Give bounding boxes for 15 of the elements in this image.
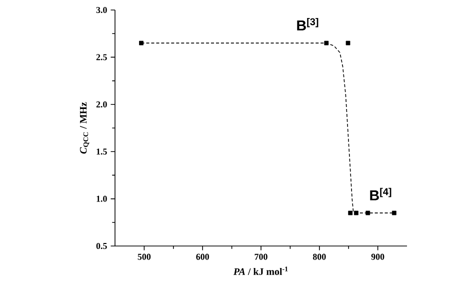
y-tick-label: 1.5 [96,148,107,155]
x-tick-label: 500 [138,254,151,260]
y-axis-title: C$_{QCC}$ / MHz [80,102,90,154]
x-tick-label: 800 [312,254,326,260]
annotation: B$^{[3]}$ [297,18,318,30]
annotation: B$^{[4]}$ [370,188,392,200]
x-axis-title: PA / kJ mol$^{-1}$ [233,266,288,275]
y-tick-label: 1.0 [96,196,107,202]
x-tick-label: 900 [371,254,384,260]
x-tick-label: 700 [254,254,268,260]
y-tick-label: 2.0 [96,101,107,108]
y-tick-label: 0.5 [96,242,107,250]
y-tick-label: 3.0 [96,6,107,14]
y-tick-label: 2.5 [96,54,107,60]
x-tick-label: 600 [196,254,209,260]
